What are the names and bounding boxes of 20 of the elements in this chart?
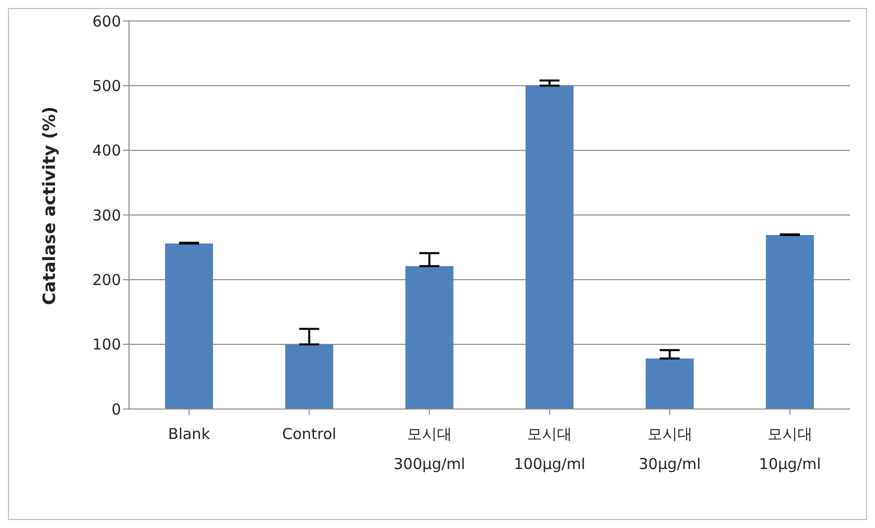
- x-tick-label: 모시대 10µg/ml: [758, 425, 821, 473]
- y-tick-label: 100: [92, 336, 121, 354]
- y-tick-label: 600: [92, 12, 121, 30]
- y-tick-label: 500: [92, 76, 121, 95]
- y-axis-title: Catalase activity (%): [40, 106, 60, 305]
- y-tick-label: 300: [92, 206, 121, 224]
- bar: [165, 243, 214, 409]
- bar: [405, 266, 454, 409]
- x-tick-label: 모시대 30µg/ml: [638, 425, 701, 473]
- y-tick-label: 0: [111, 400, 121, 418]
- bar: [526, 86, 574, 409]
- x-tick-label: 모시대 300µg/ml: [394, 425, 466, 473]
- y-tick-label: 400: [92, 142, 121, 160]
- bar: [285, 344, 334, 409]
- y-tick-label: 200: [92, 270, 121, 289]
- x-tick-label: 모시대 100µg/ml: [514, 425, 586, 473]
- x-tick-label: Blank: [168, 425, 210, 443]
- bar: [766, 235, 814, 409]
- bar: [646, 358, 694, 409]
- x-tick-label: Control: [282, 425, 336, 443]
